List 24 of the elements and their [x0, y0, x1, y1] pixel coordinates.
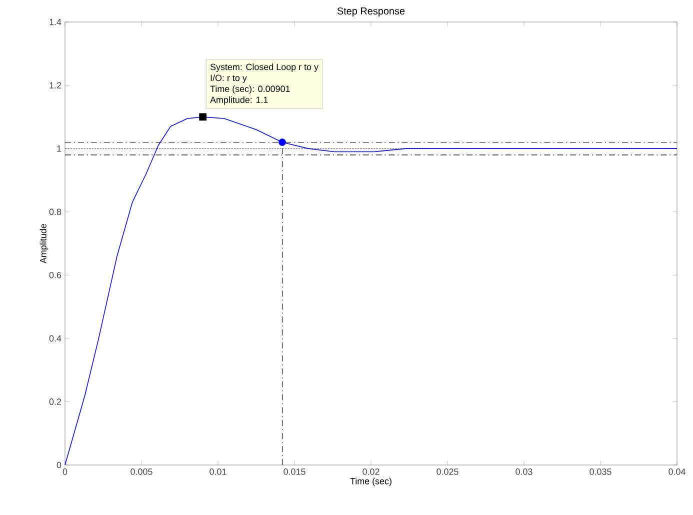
y-tick-label: 0.6: [49, 272, 62, 278]
x-tick-label: 0.02: [362, 468, 380, 475]
x-tick-label: 0.01: [210, 468, 226, 475]
y-tick-label: 1.2: [50, 82, 62, 88]
x-tick-label: 0.015: [284, 468, 306, 475]
y-tick-label: 1: [57, 145, 62, 152]
y-tick-label: 0.2: [49, 398, 62, 405]
y-tick-label: 0: [56, 462, 62, 468]
annotation: I/O: r to y: [210, 74, 247, 83]
y-tick-label: 1.4: [50, 18, 62, 26]
y-tick-label: 0.4: [49, 335, 62, 342]
chart-title: Step Response: [337, 7, 405, 16]
x-tick-label: 0: [62, 468, 68, 475]
annotation: System: Closed Loop r to y: [210, 64, 318, 72]
x-tick-label: 0.005: [130, 468, 152, 475]
annotation: Amplitude: 1.1: [210, 96, 268, 105]
x-tick-label: 0.025: [436, 468, 458, 475]
x-tick-label: 0.03: [516, 468, 532, 475]
x-axis-title: Time (sec): [350, 478, 392, 486]
y-tick-label: 0.8: [49, 208, 62, 216]
x-tick-label: 0.04: [668, 468, 686, 475]
annotation: Time (sec): 0.00901: [210, 85, 290, 94]
y-axis-title: Amplitude: [40, 224, 48, 264]
x-tick-label: 0.035: [590, 468, 612, 475]
